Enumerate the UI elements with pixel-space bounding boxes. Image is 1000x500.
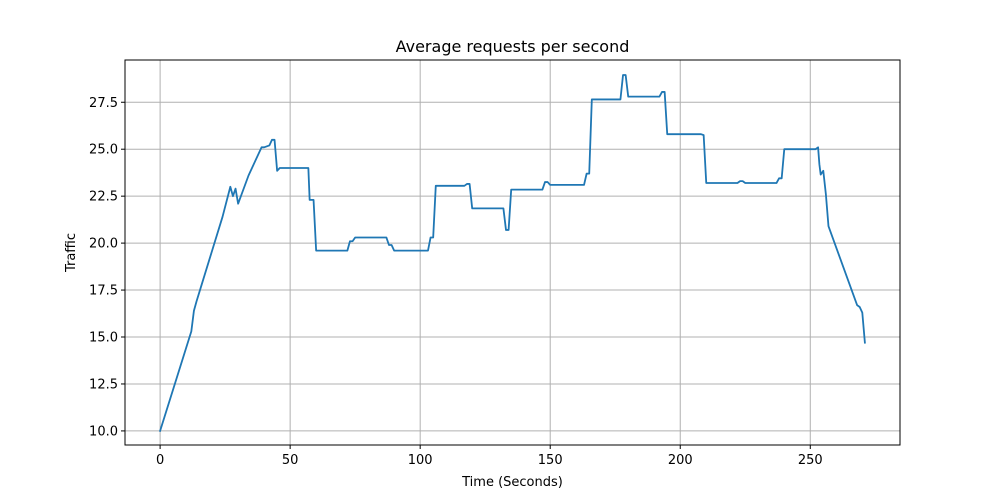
y-tick-label: 25.0 — [89, 143, 118, 158]
x-tick-label: 100 — [408, 453, 433, 468]
y-tick-label: 27.5 — [89, 96, 118, 111]
x-tick-label: 0 — [156, 453, 164, 468]
y-tick-label: 10.0 — [89, 424, 118, 439]
series-line-group — [158, 74, 866, 433]
y-axis: 10.0 12.5 15.0 17.5 20.0 22.5 25.0 27.5 — [89, 96, 125, 439]
y-tick-label: 12.5 — [89, 377, 118, 392]
y-tick-label: 17.5 — [89, 284, 118, 299]
y-tick-label: 20.0 — [89, 237, 118, 252]
x-tick-label: 150 — [538, 453, 563, 468]
x-tick-label: 200 — [668, 453, 693, 468]
x-tick-label: 250 — [798, 453, 823, 468]
y-tick-label: 22.5 — [89, 190, 118, 205]
series-line — [158, 74, 866, 433]
x-axis-title: Time (Seconds) — [461, 475, 563, 490]
y-axis-title: Traffic — [64, 233, 79, 273]
plot-frame — [124, 59, 901, 446]
y-tick-label: 15.0 — [89, 331, 118, 346]
x-tick-label: 50 — [282, 453, 299, 468]
x-axis: 0 50 100 150 200 250 — [156, 445, 823, 468]
chart-title: Average requests per second — [396, 37, 630, 56]
grid — [125, 60, 900, 445]
